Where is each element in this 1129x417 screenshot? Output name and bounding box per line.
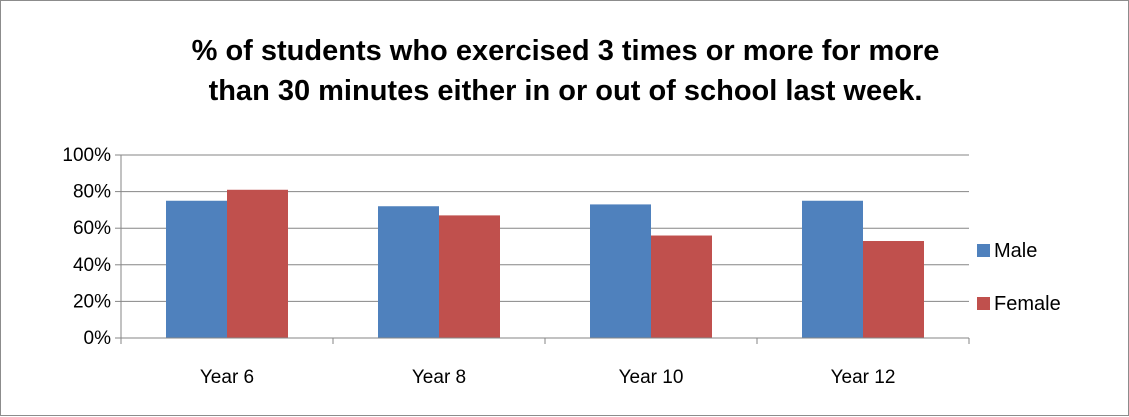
legend-label: Female	[994, 293, 1061, 315]
legend-swatch	[977, 244, 990, 257]
y-tick-label: 40%	[73, 255, 111, 276]
bar-male	[590, 204, 651, 338]
axes	[115, 154, 970, 344]
bar-female	[651, 235, 712, 338]
tick-labels: 0% 20% 40% 60% 80% 100% Year 6 Year 8 Year 10 Yea…	[62, 145, 895, 388]
chart-title-line-1: % of students who exercised 3 times or m…	[191, 35, 940, 67]
y-tick-label: 60%	[73, 218, 111, 239]
bar-female	[227, 189, 288, 338]
bar-female	[863, 241, 924, 338]
bar-male	[166, 200, 227, 338]
y-tick-label: 20%	[73, 291, 111, 312]
chart-title: % of students who exercised 3 times or m…	[1, 31, 1129, 111]
x-tick-label: Year 8	[412, 367, 466, 388]
y-tick-label: 80%	[73, 182, 111, 203]
bars	[166, 189, 924, 338]
y-tick-label: 0%	[84, 328, 112, 349]
legend-label: Male	[994, 240, 1037, 262]
y-tick-label: 100%	[62, 145, 111, 166]
x-tick-label: Year 6	[200, 367, 254, 388]
chart-title-line-2: than 30 minutes either in or out of scho…	[208, 75, 923, 107]
bar-female	[439, 215, 500, 338]
x-tick-label: Year 12	[831, 367, 896, 388]
bar-male	[802, 200, 863, 338]
legend-swatch	[977, 297, 990, 310]
x-tick-label: Year 10	[619, 367, 684, 388]
bar-male	[378, 206, 439, 338]
legend: Male Female	[977, 240, 1061, 315]
